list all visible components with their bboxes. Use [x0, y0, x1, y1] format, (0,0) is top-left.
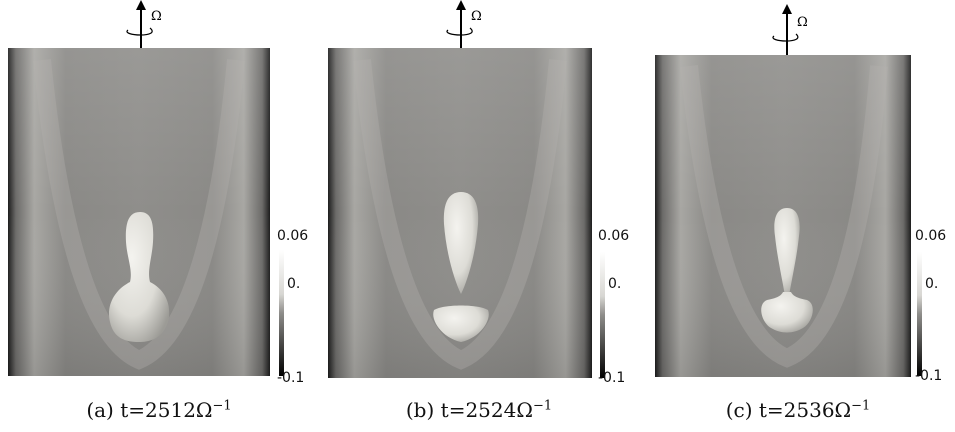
rotation-axis-icon: Ω: [446, 0, 482, 48]
rotation-axis-icon: Ω: [772, 4, 808, 55]
lower-cap-b: [433, 305, 489, 342]
colorbar-a: [279, 250, 284, 376]
upper-drop-b: [443, 192, 479, 294]
colorbar-b: [600, 252, 605, 378]
simulation-field-b: Ω: [328, 0, 605, 378]
colorbar-min: -0.1: [277, 370, 305, 386]
caption-a: (a) t=2512Ω−1: [86, 398, 232, 422]
colorbar-mid: 0.: [608, 276, 622, 292]
bubble-a: [108, 212, 170, 342]
colorbar-mid: 0.: [287, 276, 301, 292]
simulation-field-c: Ω: [655, 4, 922, 377]
caption-b: (b) t=2524Ω−1: [405, 398, 553, 422]
lower-cap-c: [761, 292, 813, 333]
colorbar-mid: 0.: [925, 276, 939, 292]
panel-a: Ω 0.06 0. -0.1 (a) t=2512Ω−1: [0, 0, 318, 432]
omega-label: Ω: [797, 15, 808, 30]
colorbar-min: -0.1: [598, 370, 626, 386]
colorbar-max: 0.06: [277, 228, 309, 244]
colorbar-min: -0.1: [915, 368, 943, 384]
omega-label: Ω: [471, 9, 482, 24]
panel-b: Ω 0.06 0. -0.1 (b) t=2524Ω−1: [320, 0, 638, 432]
colorbar-c: [917, 252, 922, 376]
panel-c: Ω 0.06 0. -0.1 (c) t=2536Ω−1: [647, 0, 955, 432]
rotation-axis-icon: Ω: [126, 0, 162, 48]
omega-label: Ω: [151, 9, 162, 24]
colorbar-max: 0.06: [598, 228, 630, 244]
simulation-field-a: Ω: [8, 0, 284, 376]
upper-drop-c: [774, 208, 800, 296]
colorbar-max: 0.06: [915, 228, 947, 244]
caption-c: (c) t=2536Ω−1: [725, 398, 871, 422]
